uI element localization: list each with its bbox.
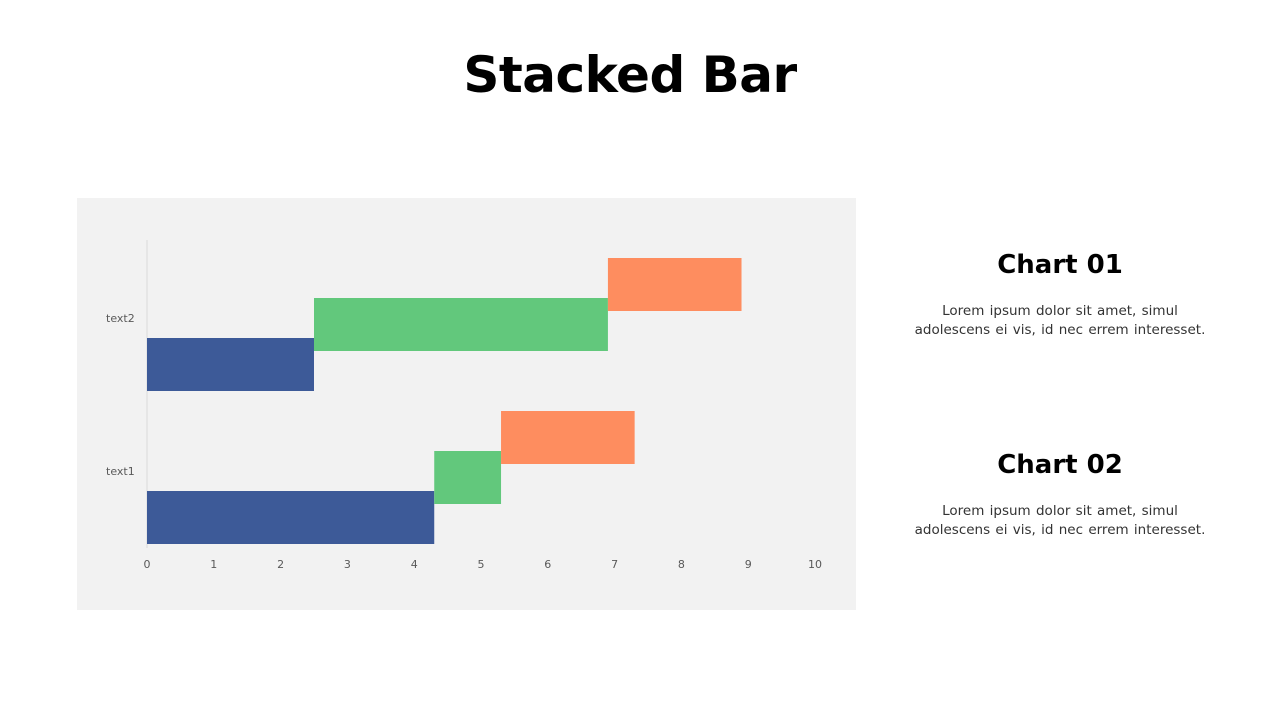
y-category-label: text2 — [106, 312, 135, 325]
page-title: Stacked Bar — [463, 46, 797, 104]
x-tick-label: 0 — [144, 558, 151, 571]
chart-02-description-line-1: Lorem ipsum dolor sit amet, simul — [942, 503, 1178, 519]
y-category-label: text1 — [106, 465, 135, 478]
x-tick-label: 8 — [678, 558, 685, 571]
chart-01-description-line-1: Lorem ipsum dolor sit amet, simul — [942, 303, 1178, 319]
chart-01-description: Lorem ipsum dolor sit amet, simul adoles… — [910, 302, 1210, 340]
chart-01-heading: Chart 01 — [997, 250, 1123, 280]
chart-02-description: Lorem ipsum dolor sit amet, simul adoles… — [910, 502, 1210, 540]
x-tick-label: 6 — [544, 558, 551, 571]
bar-segment — [147, 491, 435, 544]
chart-02-block: Chart 02 Lorem ipsum dolor sit amet, sim… — [900, 450, 1220, 540]
bar-segment — [501, 411, 635, 464]
x-tick-label: 3 — [344, 558, 351, 571]
bar-segment — [434, 451, 502, 504]
stacked-bar-chart: 0 1 2 3 4 5 6 7 8 9 10 text1 text2 — [106, 240, 822, 571]
bar-segment — [147, 338, 314, 391]
x-tick-label: 4 — [411, 558, 418, 571]
chart-02-description-line-2: adolescens ei vis, id nec errem interess… — [914, 522, 1206, 538]
chart-01-block: Chart 01 Lorem ipsum dolor sit amet, sim… — [900, 250, 1220, 340]
chart-panel: 0 1 2 3 4 5 6 7 8 9 10 text1 text2 — [77, 198, 856, 610]
chart-02-heading: Chart 02 — [997, 450, 1123, 480]
x-tick-label: 7 — [611, 558, 618, 571]
x-tick-label: 1 — [210, 558, 217, 571]
bar-segment — [314, 298, 608, 351]
x-tick-label: 9 — [745, 558, 752, 571]
x-tick-label: 2 — [277, 558, 284, 571]
x-tick-label: 5 — [478, 558, 485, 571]
x-tick-label: 10 — [808, 558, 822, 571]
chart-01-description-line-2: adolescens ei vis, id nec errem interess… — [914, 322, 1206, 338]
bar-segment — [607, 258, 742, 311]
